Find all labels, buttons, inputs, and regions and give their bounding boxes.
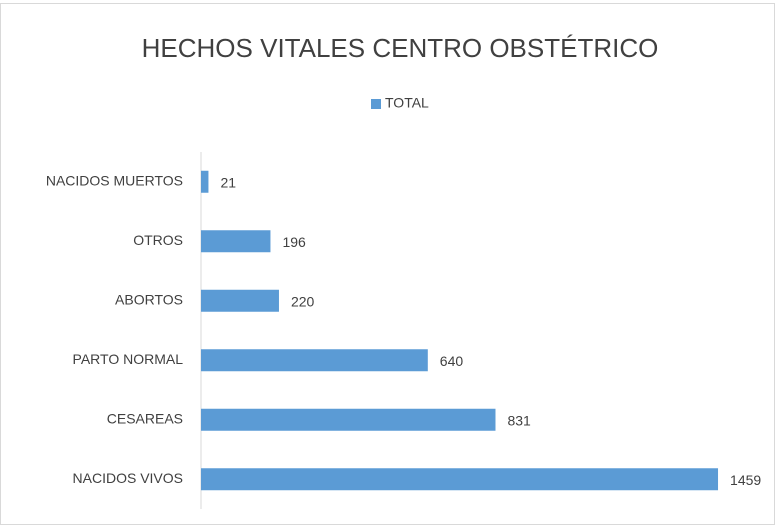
data-label: 831 bbox=[507, 412, 531, 428]
legend-swatch bbox=[371, 99, 381, 109]
legend-label: TOTAL bbox=[385, 95, 429, 111]
data-label: 196 bbox=[282, 234, 306, 250]
y-tick-label: NACIDOS VIVOS bbox=[73, 470, 183, 486]
data-label: 220 bbox=[291, 293, 315, 309]
bar bbox=[201, 170, 209, 193]
chart-title: HECHOS VITALES CENTRO OBSTÉTRICO bbox=[142, 33, 659, 63]
y-tick-label: PARTO NORMAL bbox=[73, 351, 184, 367]
y-tick-label: ABORTOS bbox=[115, 291, 183, 307]
bar bbox=[201, 468, 719, 491]
bar bbox=[201, 349, 428, 372]
data-label: 640 bbox=[440, 353, 464, 369]
chart-frame bbox=[0, 3, 775, 525]
y-tick-label: OTROS bbox=[133, 232, 183, 248]
data-label: 21 bbox=[220, 174, 236, 190]
y-tick-label: NACIDOS MUERTOS bbox=[46, 172, 183, 188]
bar bbox=[201, 289, 279, 312]
bar bbox=[201, 230, 271, 253]
data-label: 1459 bbox=[730, 472, 761, 488]
y-tick-label: CESAREAS bbox=[107, 410, 183, 426]
bar bbox=[201, 408, 496, 431]
